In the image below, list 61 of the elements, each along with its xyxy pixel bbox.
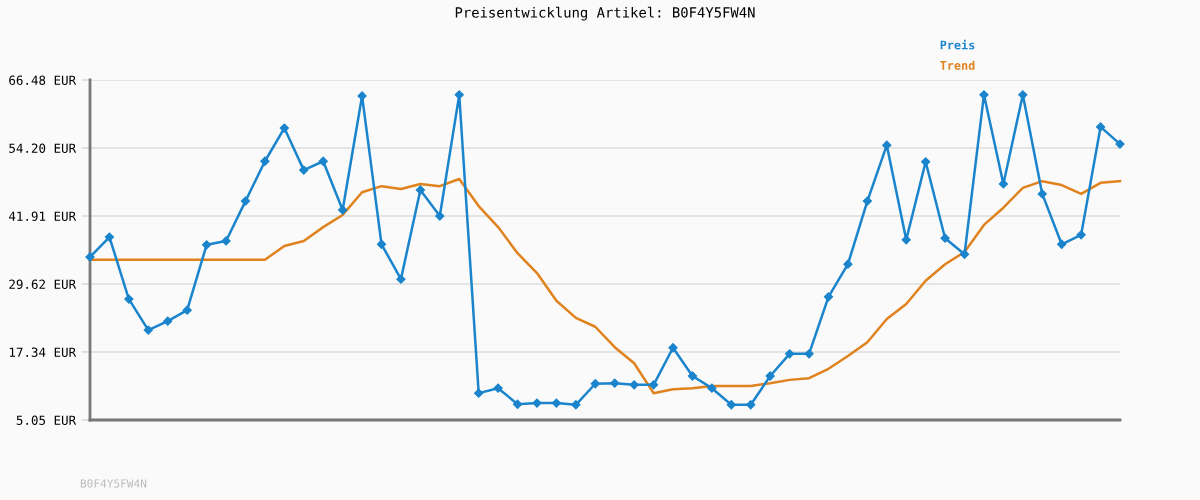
point bbox=[551, 398, 562, 408]
chart-title: Preisentwicklung Artikel: B0F4Y5FW4N bbox=[455, 6, 755, 21]
point bbox=[124, 294, 134, 304]
point bbox=[1018, 90, 1028, 100]
point bbox=[648, 380, 659, 390]
point bbox=[299, 165, 309, 175]
point bbox=[629, 380, 639, 390]
point bbox=[862, 196, 872, 206]
point bbox=[318, 156, 328, 166]
point bbox=[746, 400, 756, 410]
point bbox=[357, 91, 367, 101]
point bbox=[687, 371, 698, 381]
point bbox=[1076, 230, 1086, 240]
point bbox=[998, 179, 1009, 189]
point bbox=[940, 233, 950, 243]
y-tick-label: 17.34 EUR bbox=[9, 347, 77, 357]
point bbox=[163, 316, 173, 326]
point bbox=[396, 274, 406, 284]
point bbox=[843, 259, 853, 269]
point bbox=[240, 196, 251, 206]
point bbox=[454, 90, 464, 100]
point bbox=[376, 239, 387, 249]
point bbox=[765, 371, 775, 381]
point bbox=[104, 232, 115, 242]
point bbox=[279, 123, 289, 133]
point bbox=[1037, 189, 1047, 199]
text: Preis bbox=[940, 39, 975, 50]
point bbox=[707, 383, 717, 393]
point bbox=[435, 211, 445, 221]
point bbox=[959, 249, 970, 259]
point bbox=[338, 205, 348, 215]
point bbox=[979, 90, 989, 100]
point bbox=[882, 140, 892, 150]
y-tick-label: 41.91 EUR bbox=[9, 211, 77, 221]
point bbox=[415, 185, 426, 195]
point bbox=[512, 399, 523, 409]
text: Trend bbox=[940, 60, 975, 70]
point bbox=[532, 398, 542, 408]
point bbox=[726, 400, 736, 410]
point bbox=[493, 383, 503, 393]
point bbox=[610, 378, 620, 388]
point bbox=[1095, 122, 1106, 132]
point bbox=[784, 349, 795, 359]
point bbox=[901, 235, 911, 245]
text: B0F4Y5FW4N bbox=[80, 479, 147, 488]
point bbox=[474, 388, 484, 398]
point bbox=[182, 305, 192, 315]
point bbox=[571, 400, 581, 410]
point bbox=[143, 325, 153, 335]
point bbox=[590, 379, 600, 389]
point bbox=[668, 343, 678, 353]
point bbox=[260, 156, 270, 166]
y-tick-label: 5.05 EUR bbox=[16, 415, 77, 425]
y-tick-label: 54.20 EUR bbox=[9, 143, 77, 153]
point bbox=[823, 292, 834, 302]
point bbox=[804, 349, 814, 359]
point bbox=[201, 240, 212, 250]
point bbox=[221, 236, 231, 246]
y-tick-label: 29.62 EUR bbox=[9, 279, 77, 289]
point bbox=[1057, 239, 1067, 249]
y-tick-label: 66.48 EUR bbox=[9, 75, 77, 85]
